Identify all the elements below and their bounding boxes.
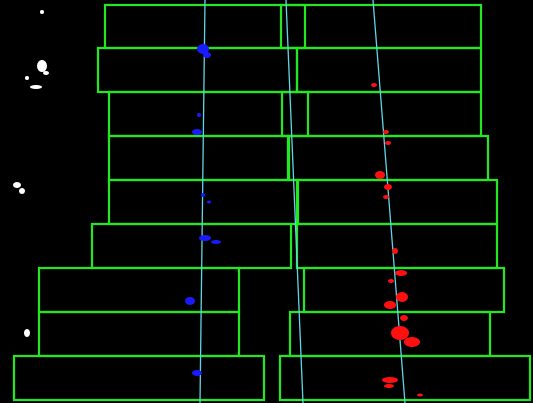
- pixel-blob: [197, 113, 201, 117]
- pixel-blob: [392, 248, 398, 254]
- pixel-blob: [192, 129, 202, 135]
- pixel-blob: [391, 326, 409, 340]
- pixel-blob: [192, 370, 202, 376]
- pixel-blob: [384, 184, 392, 190]
- pixel-blob: [385, 141, 391, 145]
- pixel-blob: [417, 394, 423, 397]
- pixel-blob: [384, 384, 394, 388]
- pixel-blob: [371, 83, 377, 87]
- pixel-blob: [396, 292, 408, 302]
- pixel-blob: [185, 297, 195, 305]
- page: {}: [0, 0, 533, 403]
- pixel-blob: [40, 10, 44, 14]
- pixel-blob: [199, 235, 211, 241]
- pixel-blob: [201, 193, 205, 197]
- pixel-blob: [203, 52, 211, 58]
- pixel-blob: [30, 85, 42, 89]
- pixel-blob: [13, 182, 21, 188]
- pixel-blob: [24, 329, 30, 337]
- pixel-blob: [43, 71, 49, 75]
- pixel-blob: [384, 301, 396, 309]
- pixel-blob: [25, 76, 29, 80]
- pixel-blob: [388, 279, 394, 283]
- pixel-blob: [37, 60, 47, 72]
- pixel-blob: [383, 130, 389, 134]
- pixel-blob: [395, 270, 407, 276]
- pixel-blob: [375, 171, 385, 179]
- background: [0, 0, 533, 403]
- pixel-blob: [382, 377, 398, 383]
- pixel-blob: [400, 315, 408, 321]
- pixel-blob: [404, 337, 420, 347]
- lane-visualization: [0, 0, 533, 403]
- pixel-blob: [383, 195, 389, 199]
- pixel-blob: [207, 201, 211, 204]
- pixel-blob: [211, 240, 221, 244]
- pixel-blob: [19, 188, 25, 194]
